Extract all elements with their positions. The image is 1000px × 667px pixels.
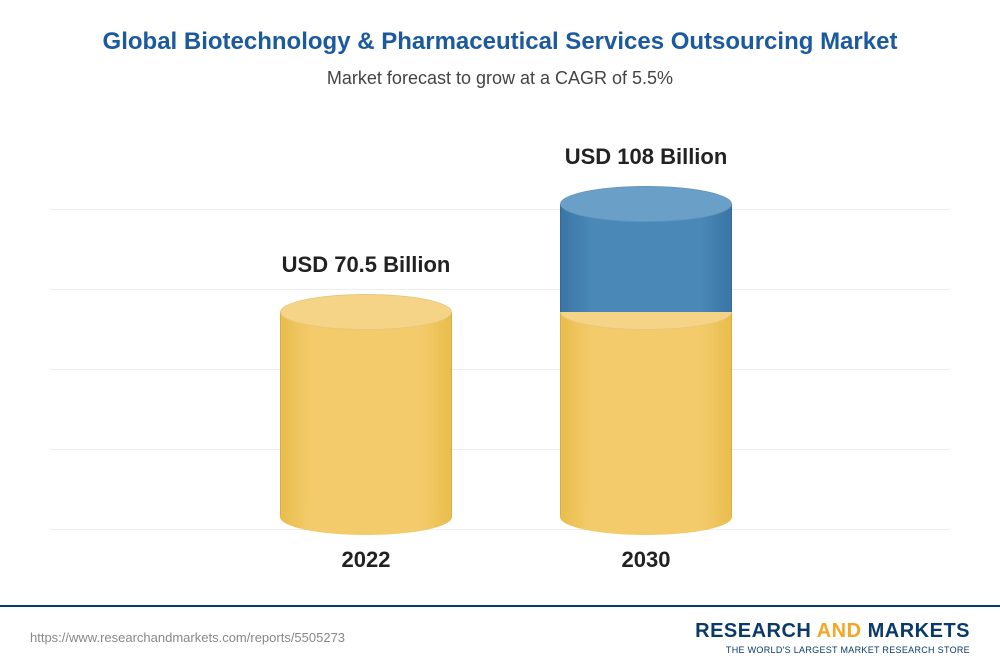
cylinder-bottom-ellipse <box>280 499 452 535</box>
footer: https://www.researchandmarkets.com/repor… <box>0 605 1000 667</box>
logo-tagline: THE WORLD'S LARGEST MARKET RESEARCH STOR… <box>695 645 970 655</box>
cylinder-segment <box>560 312 732 517</box>
footer-logo: RESEARCH AND MARKETS THE WORLD'S LARGEST… <box>695 620 970 655</box>
cylinder-bar: USD 108 Billion <box>560 144 732 190</box>
logo-word-3: MARKETS <box>868 620 970 642</box>
grid-line <box>50 289 950 290</box>
cylinder-bottom-ellipse <box>560 499 732 535</box>
grid-line <box>50 369 950 370</box>
grid-line <box>50 449 950 450</box>
chart-area: USD 70.5 Billion2022USD 108 Billion2030 <box>0 109 1000 549</box>
chart-title: Global Biotechnology & Pharmaceutical Se… <box>0 0 1000 56</box>
logo-word-1: RESEARCH <box>695 620 811 642</box>
cylinder-top-ellipse <box>560 186 732 222</box>
cylinder-segment <box>280 312 452 517</box>
bar-year-label: 2022 <box>280 547 452 573</box>
logo-word-2: AND <box>817 620 862 642</box>
cylinder-bar: USD 70.5 Billion <box>280 252 452 298</box>
chart-subtitle: Market forecast to grow at a CAGR of 5.5… <box>0 68 1000 89</box>
bar-value-label: USD 70.5 Billion <box>280 252 452 278</box>
bar-value-label: USD 108 Billion <box>560 144 732 170</box>
bar-year-label: 2030 <box>560 547 732 573</box>
cylinder-top-ellipse <box>280 294 452 330</box>
logo-text: RESEARCH AND MARKETS <box>695 620 970 643</box>
grid-line <box>50 209 950 210</box>
grid-line <box>50 529 950 530</box>
source-url: https://www.researchandmarkets.com/repor… <box>30 630 345 645</box>
